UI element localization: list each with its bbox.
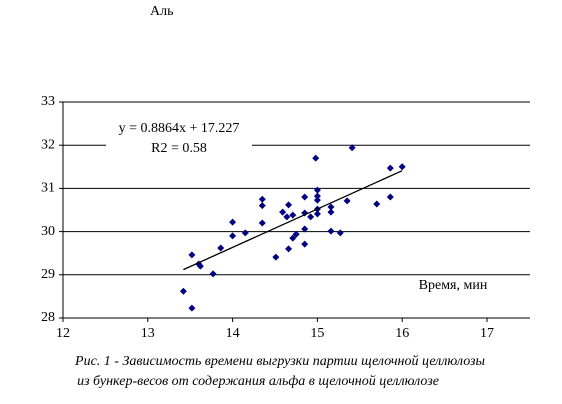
point: [373, 200, 381, 208]
r-squared: R2 = 0.58: [151, 141, 207, 156]
point: [217, 244, 225, 252]
point: [301, 193, 309, 201]
point: [313, 196, 321, 204]
point: [258, 202, 266, 210]
point: [229, 218, 237, 226]
x-tick-label: 17: [480, 326, 494, 341]
x-tick-label: 12: [56, 326, 70, 341]
point: [348, 144, 356, 152]
x-axis-title: Время, мин: [419, 278, 488, 293]
y-tick-label: 28: [41, 310, 55, 325]
equation-box: [106, 117, 252, 159]
x-axis-title-box: [407, 272, 499, 298]
point: [343, 197, 351, 205]
point: [327, 203, 335, 211]
point: [272, 253, 280, 261]
point: [313, 210, 321, 218]
caption-line: Рис. 1 - Зависимость времени выгрузки па…: [74, 354, 485, 369]
point: [292, 230, 300, 238]
point: [283, 213, 291, 221]
point: [312, 154, 320, 162]
point: [258, 195, 266, 203]
point: [289, 234, 297, 242]
point: [313, 192, 321, 200]
point: [386, 164, 394, 172]
point: [307, 213, 315, 221]
trendline: [183, 170, 403, 271]
y-tick-label: 29: [41, 267, 55, 282]
point: [229, 232, 237, 240]
x-tick-label: 15: [310, 326, 324, 341]
equation: y = 0.8864x + 17.227: [119, 121, 240, 136]
point: [327, 208, 335, 216]
point: [258, 219, 266, 227]
point: [179, 287, 187, 295]
point: [398, 163, 406, 171]
y-tick-label: 31: [41, 181, 55, 196]
point: [188, 304, 196, 312]
point: [285, 201, 293, 209]
point: [386, 193, 394, 201]
point: [279, 208, 287, 216]
point: [209, 270, 217, 278]
point: [196, 262, 204, 270]
point: [336, 229, 344, 237]
y-tick-label: 32: [41, 137, 55, 152]
point: [301, 240, 309, 248]
x-tick-label: 16: [395, 326, 409, 341]
y-axis-title: Аль: [150, 4, 173, 19]
point: [289, 211, 297, 219]
y-tick-label: 33: [41, 94, 55, 109]
point: [241, 229, 249, 237]
x-tick-label: 14: [226, 326, 240, 341]
caption-line: из бункер-весов от содержания альфа в ще…: [77, 374, 439, 389]
point: [301, 225, 309, 233]
point: [301, 209, 309, 217]
y-tick-label: 30: [41, 224, 55, 239]
point: [313, 186, 321, 194]
x-tick-label: 13: [141, 326, 155, 341]
point: [285, 245, 293, 253]
point: [327, 227, 335, 235]
point: [188, 251, 196, 259]
